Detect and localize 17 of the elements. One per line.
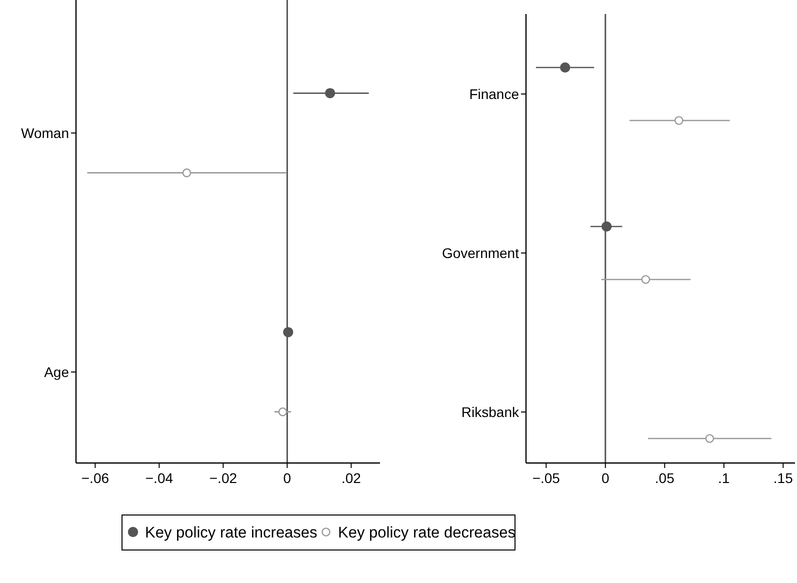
- x-tick-label: .1: [718, 470, 730, 486]
- x-tick-label: 0: [602, 470, 610, 486]
- y-tick-label: Age: [44, 364, 70, 380]
- x-tick-label: .05: [654, 470, 675, 486]
- legend-label: Key policy rate decreases: [338, 524, 516, 542]
- y-tick-label: Riksbank: [461, 404, 520, 420]
- x-tick-label: 0: [283, 470, 292, 486]
- y-tick-label: Government: [442, 244, 520, 261]
- y-tick-label: Woman: [21, 124, 69, 141]
- x-tick-label: .15: [773, 470, 794, 486]
- x-tick-label: −.06: [81, 470, 110, 486]
- x-tick-label: −.05: [532, 470, 560, 486]
- legend-label: Key policy rate increases: [145, 524, 318, 542]
- x-tick-label: −.02: [209, 470, 238, 486]
- x-tick-label: −.04: [145, 470, 174, 486]
- y-tick-label: Finance: [469, 86, 520, 102]
- x-tick-label: .02: [341, 470, 362, 486]
